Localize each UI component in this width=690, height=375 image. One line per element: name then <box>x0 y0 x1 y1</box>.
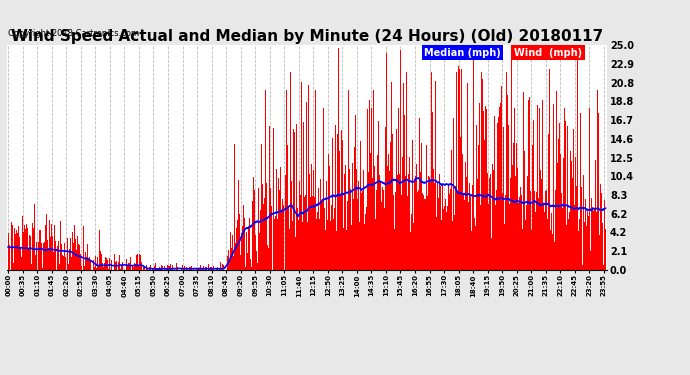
Title: Wind Speed Actual and Median by Minute (24 Hours) (Old) 20180117: Wind Speed Actual and Median by Minute (… <box>11 29 603 44</box>
Text: Wind  (mph): Wind (mph) <box>514 48 582 58</box>
Text: Copyright 2018 Cartronics.com: Copyright 2018 Cartronics.com <box>8 28 139 38</box>
Text: Median (mph): Median (mph) <box>424 48 501 58</box>
